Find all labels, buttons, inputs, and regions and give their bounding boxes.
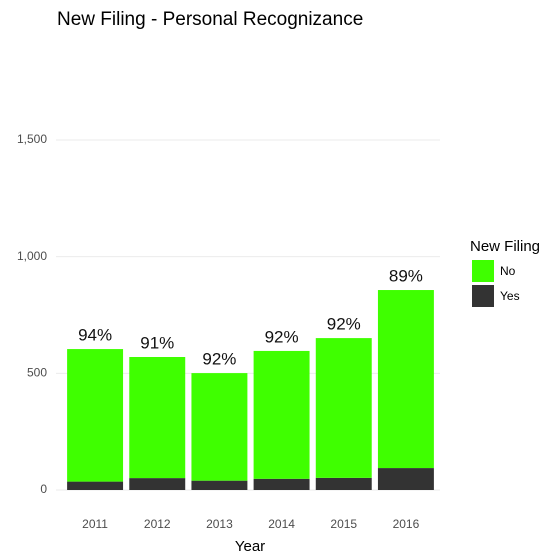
legend-label: No: [500, 264, 516, 278]
bar-segment: [253, 478, 310, 490]
x-tick-label: 2011: [82, 517, 108, 531]
bar-segment: [253, 350, 310, 479]
data-label: 91%: [140, 333, 174, 352]
y-tick-label: 1,000: [17, 249, 47, 263]
bar-segment: [191, 373, 248, 481]
x-tick-label: 2014: [268, 517, 295, 531]
bar-segment: [315, 477, 372, 490]
bar-segment: [315, 338, 372, 478]
bar-segment: [129, 478, 186, 490]
bar-segment: [67, 349, 124, 482]
data-label: 94%: [78, 326, 112, 345]
legend-title: New Filing: [470, 238, 540, 255]
bar-segment: [377, 290, 434, 469]
bar-segment: [191, 480, 248, 490]
data-label: 89%: [389, 267, 423, 286]
x-tick-label: 2012: [144, 517, 171, 531]
chart-title: New Filing - Personal Recognizance: [57, 9, 363, 30]
y-tick-label: 0: [40, 482, 47, 496]
data-label: 92%: [327, 315, 361, 334]
bar-segment: [377, 468, 434, 490]
bar-segment: [67, 481, 124, 490]
legend-swatch: [472, 285, 494, 307]
bar-segment: [129, 357, 186, 479]
legend-swatch: [472, 260, 494, 282]
x-axis-label: Year: [235, 538, 265, 555]
data-label: 92%: [265, 327, 299, 346]
y-tick-label: 500: [27, 366, 47, 380]
x-tick-label: 2013: [206, 517, 233, 531]
legend-label: Yes: [500, 289, 520, 303]
y-tick-label: 1,500: [17, 132, 47, 146]
x-tick-label: 2016: [393, 517, 420, 531]
x-tick-label: 2015: [330, 517, 357, 531]
data-label: 92%: [202, 350, 236, 369]
